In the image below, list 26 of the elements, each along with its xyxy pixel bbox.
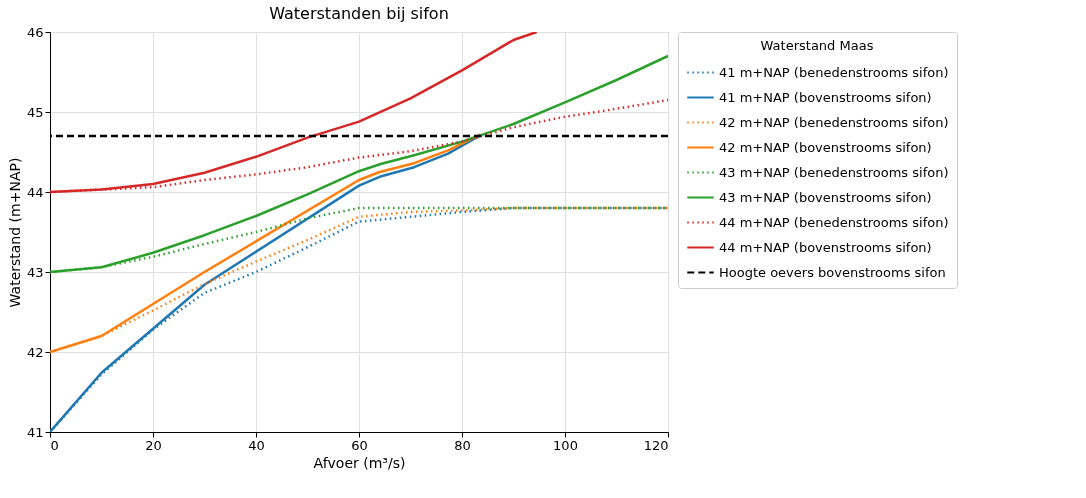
x-tick-label: 0 xyxy=(50,437,59,453)
y-tick-label: 41 xyxy=(26,424,44,440)
chart-title: Waterstanden bij sifon xyxy=(269,4,449,23)
legend-label: 44 m+NAP (benedenstrooms sifon) xyxy=(719,214,949,230)
legend-label: 43 m+NAP (bovenstrooms sifon) xyxy=(719,189,932,205)
legend-title: Waterstand Maas xyxy=(760,38,874,53)
x-tick-label: 100 xyxy=(553,437,578,453)
x-axis-title: Afvoer (m³/s) xyxy=(313,454,406,471)
y-axis-title: Waterstand (m+NAP) xyxy=(6,157,23,308)
y-tick-label: 45 xyxy=(26,104,44,120)
legend-label: Hoogte oevers bovenstrooms sifon xyxy=(719,264,946,280)
y-tick-label: 42 xyxy=(26,344,44,360)
x-tick-label: 80 xyxy=(454,437,471,453)
legend-label: 42 m+NAP (benedenstrooms sifon) xyxy=(719,114,949,130)
legend-label: 43 m+NAP (benedenstrooms sifon) xyxy=(719,164,949,180)
legend-label: 44 m+NAP (bovenstrooms sifon) xyxy=(719,239,932,255)
legend-label: 42 m+NAP (bovenstrooms sifon) xyxy=(719,139,932,155)
x-tick-label: 120 xyxy=(643,437,669,453)
legend-label: 41 m+NAP (bovenstrooms sifon) xyxy=(719,89,932,105)
y-tick-label: 43 xyxy=(26,264,44,280)
x-tick-label: 20 xyxy=(145,437,162,453)
x-tick-label: 40 xyxy=(248,437,265,453)
legend-label: 41 m+NAP (benedenstrooms sifon) xyxy=(719,64,949,80)
x-tick-label: 60 xyxy=(351,437,368,453)
y-tick-label: 46 xyxy=(26,24,44,40)
y-tick-label: 44 xyxy=(26,184,44,200)
